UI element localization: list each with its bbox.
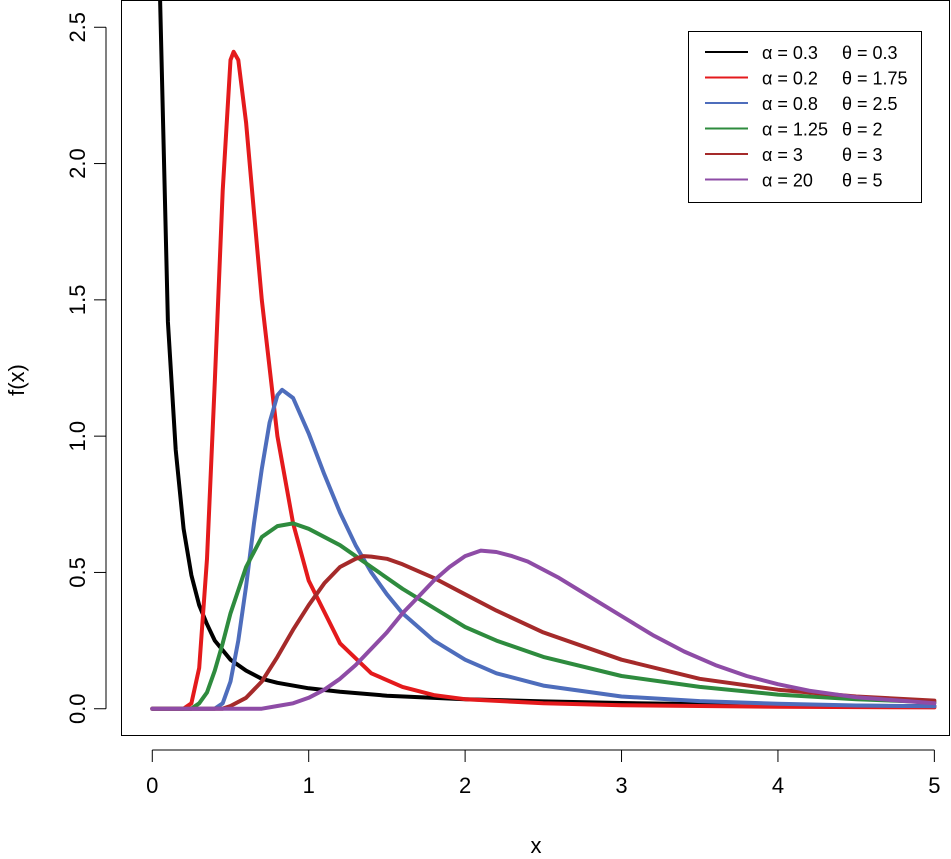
x-axis-label: x [531,833,542,858]
series-line-1 [158,0,937,709]
x-tick-label: 4 [772,773,784,798]
legend-theta-1: θ = 0.3 [842,43,898,63]
x-tick-label: 5 [928,773,940,798]
legend-theta-5: θ = 3 [842,145,883,165]
legend-alpha-6: α = 20 [762,171,813,191]
legend-alpha-4: α = 1.25 [762,120,828,140]
y-tick-label: 1.5 [65,285,90,316]
y-tick-label: 0.0 [65,693,90,724]
series-line-3 [150,387,937,711]
legend-alpha-2: α = 0.2 [762,69,818,89]
y-tick-label: 2.0 [65,148,90,179]
y-tick-label: 0.5 [65,557,90,588]
plot-frame [121,0,950,736]
y-tick-label: 2.5 [65,12,90,43]
series-line-4 [150,521,937,711]
y-tick-label: 1.0 [65,421,90,452]
series-line-5 [150,554,937,711]
x-tick-label: 1 [303,773,315,798]
legend-alpha-1: α = 0.3 [762,43,818,63]
x-tick-label: 0 [146,773,158,798]
legend-box [688,31,922,203]
legend-alpha-5: α = 3 [762,145,803,165]
x-axis: 0 1 2 3 4 5 [146,749,940,798]
plot-area [121,0,950,736]
x-tick-label: 3 [615,773,627,798]
series-line-2 [150,49,937,711]
legend: α = 0.3 θ = 0.3 α = 0.2 θ = 1.75 α = 0.8 θ = … [688,31,922,203]
y-axis: 0.0 0.5 1.0 1.5 2.0 2.5 [65,12,107,724]
legend-theta-3: θ = 2.5 [842,94,898,114]
y-axis-label: f(x) [4,364,29,396]
legend-alpha-3: α = 0.8 [762,94,818,114]
legend-theta-2: θ = 1.75 [842,69,908,89]
legend-theta-4: θ = 2 [842,120,883,140]
series-line-6 [150,548,937,711]
legend-theta-6: θ = 5 [842,171,883,191]
x-tick-label: 2 [459,773,471,798]
